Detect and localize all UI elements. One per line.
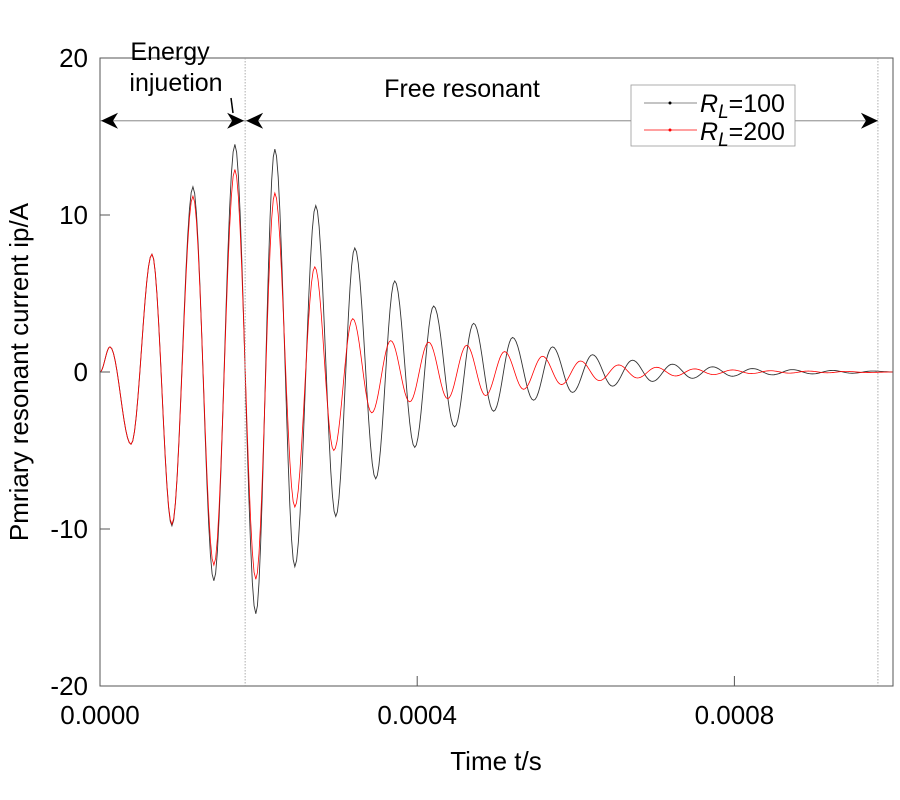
series-line-rl100	[99, 144, 894, 614]
y-tick-label: 20	[59, 43, 88, 73]
y-tick-label: 10	[59, 200, 88, 230]
y-axis-label: Pmriary resonant current ip/A	[4, 202, 34, 541]
axis-ticks: 20 10 0 -10 -200.0000 0.0004 0.0008	[50, 43, 774, 730]
arrowhead-energy-right	[227, 112, 245, 129]
y-tick-label: -10	[50, 514, 88, 544]
legend: RL=100 RL=200	[630, 84, 796, 151]
y-tick-label: -20	[50, 671, 88, 701]
y-tick-label: 0	[74, 357, 88, 387]
annotation-energy-line2: injuetion	[129, 69, 222, 97]
annotation-leader	[230, 97, 234, 114]
x-tick-label: 0.0008	[695, 700, 775, 730]
x-tick-label: 0.0004	[377, 700, 457, 730]
legend-box	[630, 84, 796, 147]
legend-marker-rl200	[668, 128, 672, 132]
x-axis-label: Time t/s	[450, 746, 541, 776]
legend-label-rl100: RL=100	[700, 90, 785, 123]
plot-frame	[99, 57, 894, 687]
arrowhead-energy-left	[101, 112, 118, 129]
series-line-rl200	[99, 169, 894, 580]
x-tick-label: 0.0000	[60, 700, 140, 730]
arrowhead-free-left	[246, 112, 264, 129]
arrowhead-free-right	[860, 112, 878, 129]
annotation-free-resonant: Free resonant	[384, 75, 540, 103]
annotation-energy-line1: Energy	[130, 38, 210, 66]
plot-area	[99, 144, 894, 614]
legend-marker-rl100	[668, 101, 672, 105]
legend-label-rl200: RL=200	[700, 118, 785, 151]
